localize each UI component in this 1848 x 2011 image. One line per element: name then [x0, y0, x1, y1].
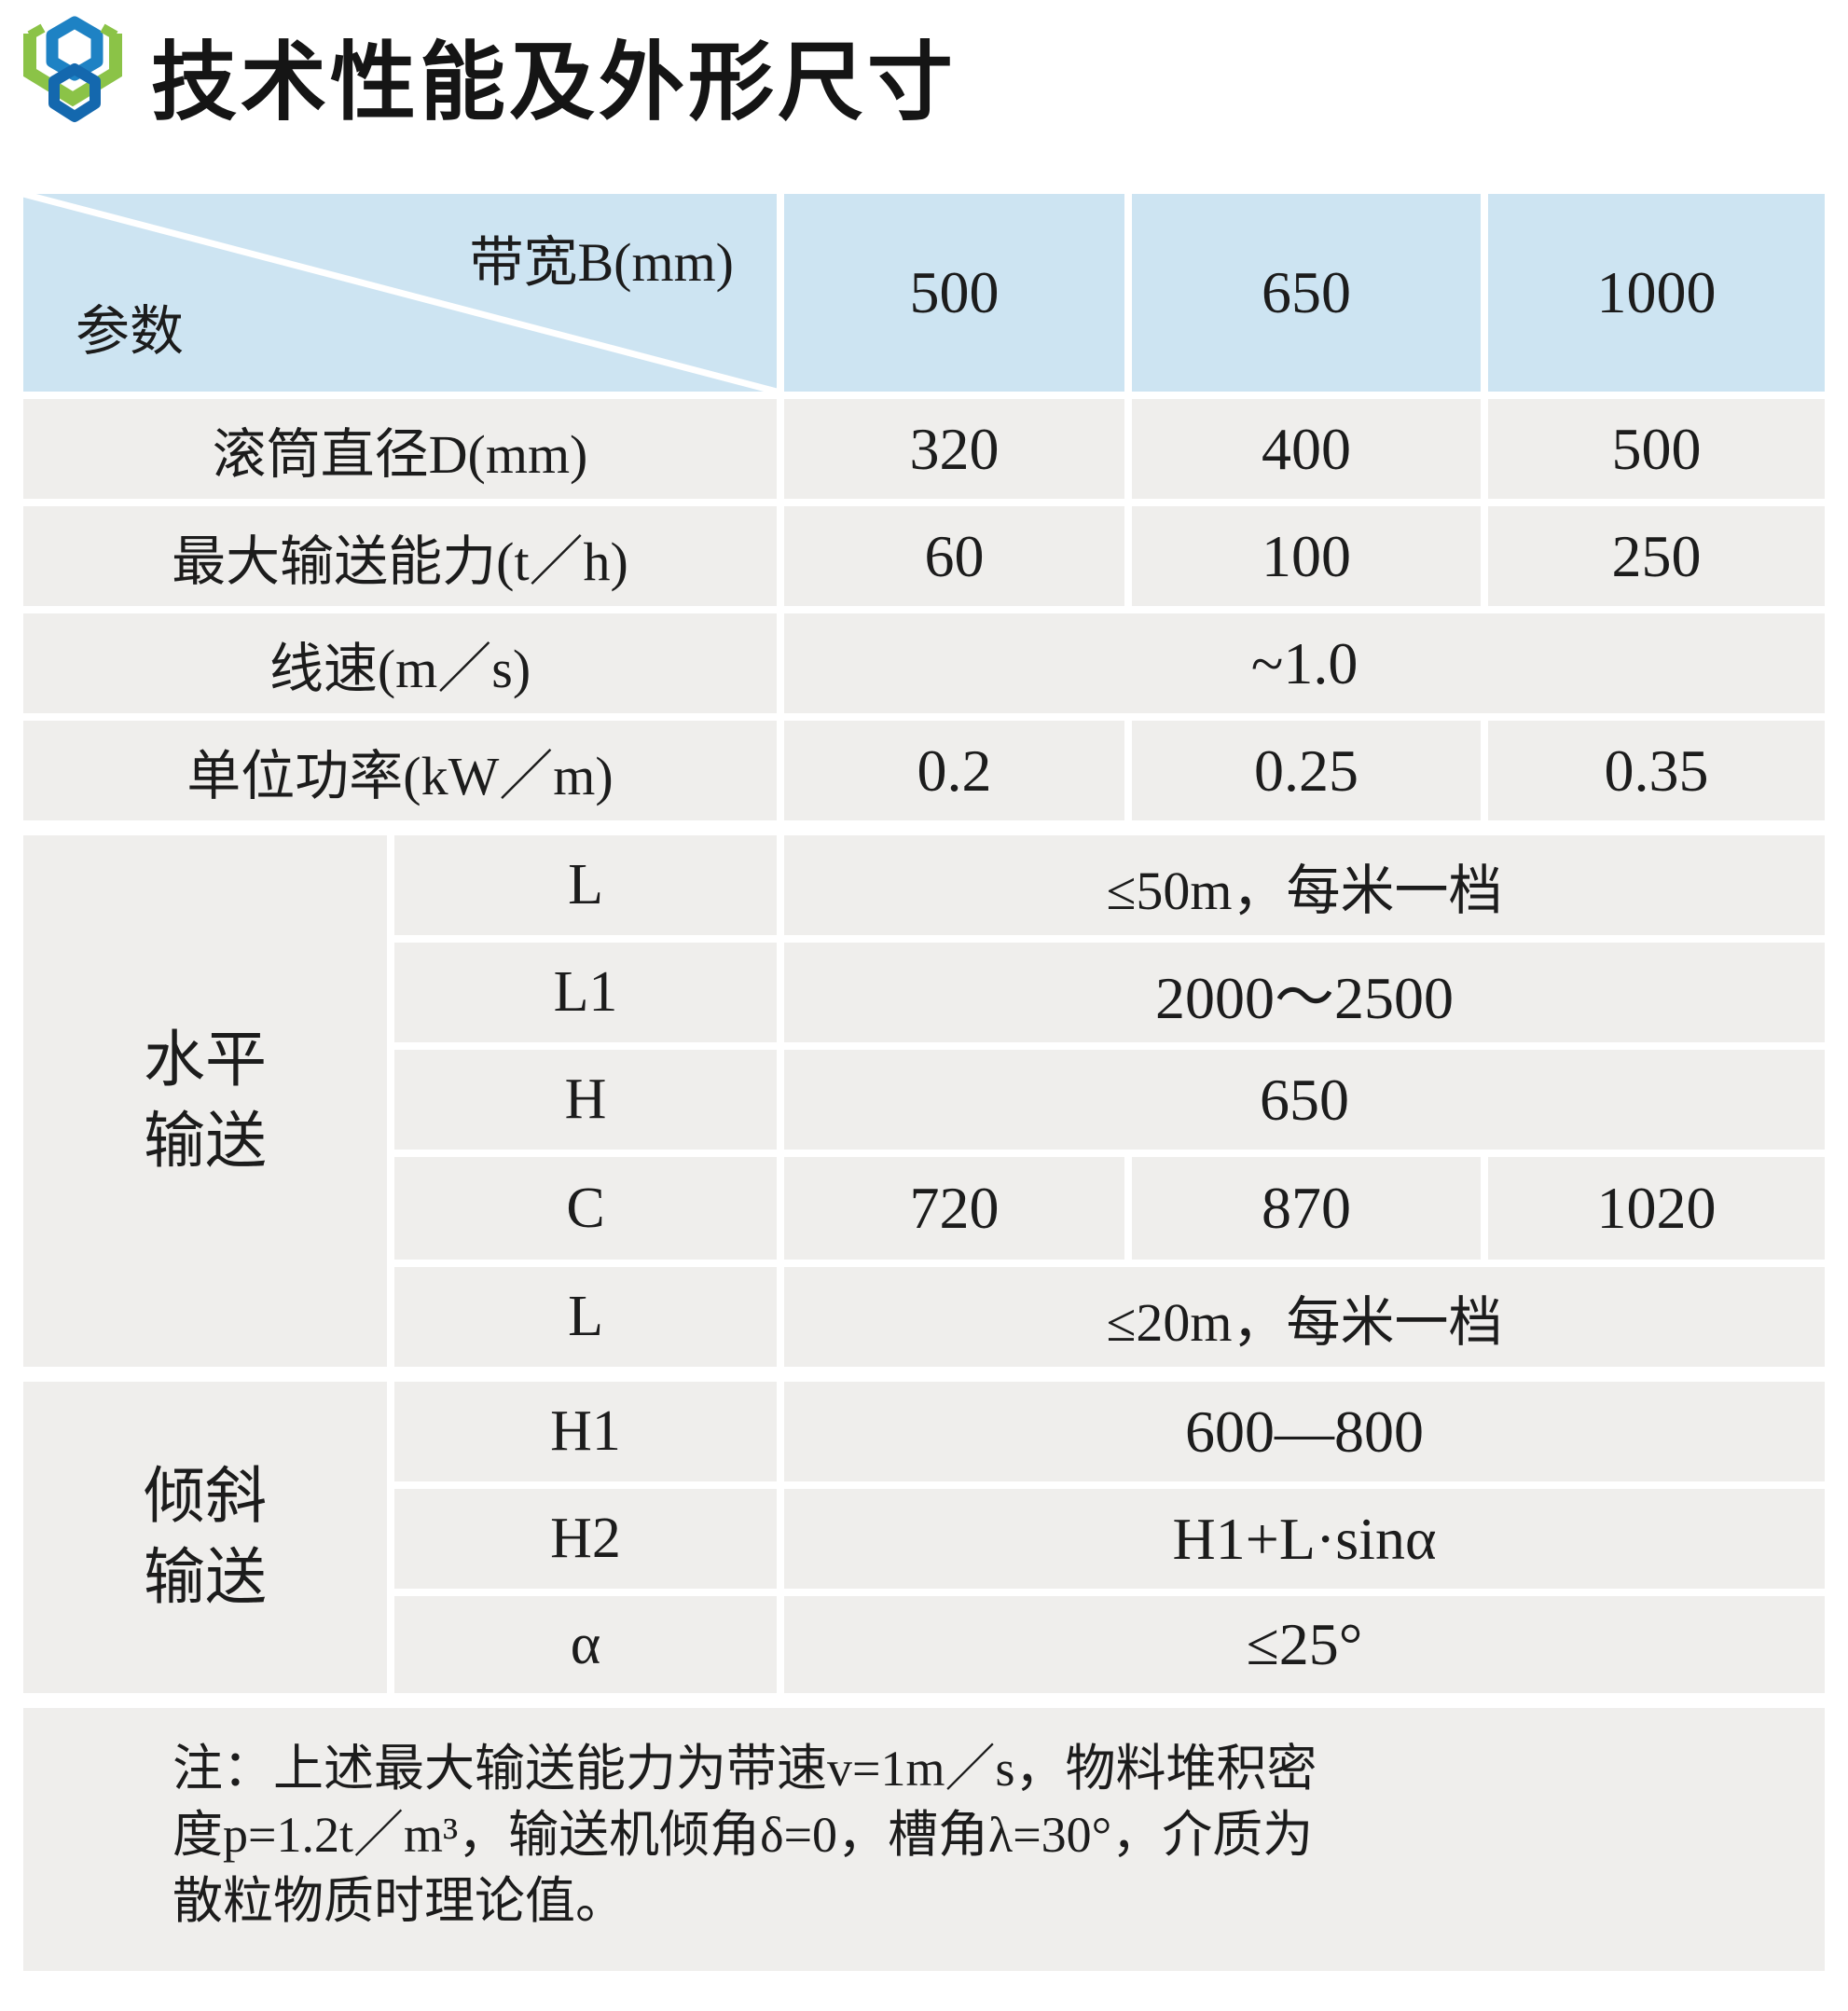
- cell-value: 100: [1132, 506, 1481, 606]
- cell-value: 0.25: [1132, 721, 1481, 820]
- corner-header-cell: 带宽B(mm) 参数: [23, 194, 777, 392]
- cell-value: 400: [1132, 399, 1481, 499]
- row-label-max-capacity: 最大输送能力(t／h): [23, 506, 777, 606]
- col-header-1000: 1000: [1488, 194, 1825, 392]
- footnote-line: 注：上述最大输送能力为带速v=1m／s，物料堆积密: [172, 1741, 1317, 1797]
- cell-value: 1020: [1488, 1157, 1825, 1260]
- footnote: 注：上述最大输送能力为带速v=1m／s，物料堆积密 度p=1.2t／m³，输送机…: [23, 1708, 1825, 1971]
- cell-value: 0.2: [784, 721, 1124, 820]
- row-label-drum-diameter: 滚筒直径D(mm): [23, 399, 777, 499]
- cell-value-merged: ≤20m，每米一档: [784, 1267, 1825, 1367]
- cell-value: 60: [784, 506, 1124, 606]
- cell-value-merged: ~1.0: [784, 613, 1825, 713]
- masthead: 技术性能及外形尺寸: [0, 0, 1848, 194]
- sub-label-H1: H1: [394, 1382, 777, 1481]
- cell-value-merged: 650: [784, 1050, 1825, 1150]
- col-header-650: 650: [1132, 194, 1481, 392]
- row-label-line-speed: 线速(m／s): [23, 613, 777, 713]
- sub-label-L1: L1: [394, 943, 777, 1042]
- page-title: 技术性能及外形尺寸: [151, 35, 958, 131]
- row-label-unit-power: 单位功率(kW／m): [23, 721, 777, 820]
- sub-label-H: H: [394, 1050, 777, 1150]
- cell-value: 870: [1132, 1157, 1481, 1260]
- sub-label-C: C: [394, 1157, 777, 1260]
- corner-label-parameter: 参数: [76, 301, 185, 362]
- group-label-inclined-conveying: 倾斜 输送: [23, 1382, 387, 1693]
- cell-value: 250: [1488, 506, 1825, 606]
- footnote-line: 散粒物质时理论值。: [172, 1873, 626, 1929]
- cell-value: 500: [1488, 399, 1825, 499]
- cell-value-merged: ≤25°: [784, 1596, 1825, 1693]
- sub-label-alpha: α: [394, 1596, 777, 1693]
- cell-value: 320: [784, 399, 1124, 499]
- col-header-500: 500: [784, 194, 1124, 392]
- cell-value-merged: H1+L·sinα: [784, 1489, 1825, 1589]
- corner-label-bandwidth: 带宽B(mm): [469, 232, 734, 293]
- brand-logo-icon: [23, 16, 122, 122]
- cell-value-merged: 2000～2500: [784, 943, 1825, 1042]
- sub-label-L: L: [394, 1267, 777, 1367]
- corner-diagonal-line: [23, 194, 777, 392]
- cell-value-merged: 600—800: [784, 1382, 1825, 1481]
- group-label-horizontal-conveying: 水平 输送: [23, 835, 387, 1367]
- cell-value: 720: [784, 1157, 1124, 1260]
- cell-value-merged: ≤50m，每米一档: [784, 835, 1825, 935]
- cell-value: 0.35: [1488, 721, 1825, 820]
- footnote-line: 度p=1.2t／m³，输送机倾角δ=0，槽角λ=30°，介质为: [172, 1807, 1314, 1863]
- sub-label-H2: H2: [394, 1489, 777, 1589]
- sub-label-L: L: [394, 835, 777, 935]
- spec-table: 带宽B(mm) 参数 500 650 1000 滚筒直径D(mm) 320 40…: [23, 194, 1825, 1971]
